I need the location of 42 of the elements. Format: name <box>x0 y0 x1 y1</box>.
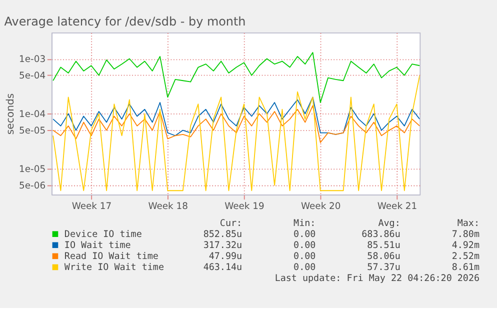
text: Avg: <box>378 218 400 229</box>
text: 683.86u <box>362 228 400 240</box>
text: 58.06u <box>367 250 400 262</box>
text: 57.37u <box>367 262 400 273</box>
y-tick-label: 5e-04 <box>19 70 46 82</box>
text: Max: <box>457 218 480 229</box>
x-tick-label: Week 19 <box>224 200 265 212</box>
legend-label: Read IO Wait time <box>64 250 158 262</box>
line-series <box>52 96 420 136</box>
text: 0.00 <box>294 240 316 251</box>
text: 852.85u <box>203 228 242 240</box>
text: 47.99u <box>208 250 242 262</box>
x-tick-label: Week 21 <box>377 200 418 212</box>
y-tick-label: 5e-05 <box>19 126 46 137</box>
y-tick-label: 1e-05 <box>19 164 46 175</box>
text: Min: <box>294 218 316 229</box>
y-tick-label: 1e-04 <box>19 108 46 120</box>
legend-label: Device IO time <box>64 228 142 240</box>
x-tick-label: Week 18 <box>148 200 188 212</box>
x-tick-label: Week 17 <box>72 200 112 212</box>
text: Last update: Fri May 22 04:26:20 2026 <box>274 273 480 284</box>
y-tick-label: 1e-03 <box>19 54 46 65</box>
text: 463.14u <box>203 262 242 273</box>
text: 4.92m <box>452 240 480 251</box>
text: 7.80m <box>452 228 480 240</box>
legend-label: Write IO Wait time <box>64 262 164 273</box>
x-tick-label: Week 20 <box>300 200 341 212</box>
text: 317.32u <box>203 240 242 251</box>
legend-label: IO Wait time <box>64 240 131 251</box>
line-series <box>52 105 420 143</box>
chart-title: Average latency for /dev/sdb - by month <box>4 14 246 29</box>
text: 0.00 <box>294 228 316 240</box>
y-tick-label: 5e-06 <box>19 180 46 192</box>
text: 0.00 <box>294 262 316 273</box>
text: 2.52m <box>452 250 480 262</box>
text: Cur: <box>220 218 242 229</box>
text: 85.51u <box>367 240 400 251</box>
line-series <box>52 52 420 103</box>
y-axis-title: seconds <box>5 93 16 135</box>
text: 8.61m <box>452 262 480 273</box>
text: 0.00 <box>294 250 316 262</box>
line-series <box>52 74 420 192</box>
